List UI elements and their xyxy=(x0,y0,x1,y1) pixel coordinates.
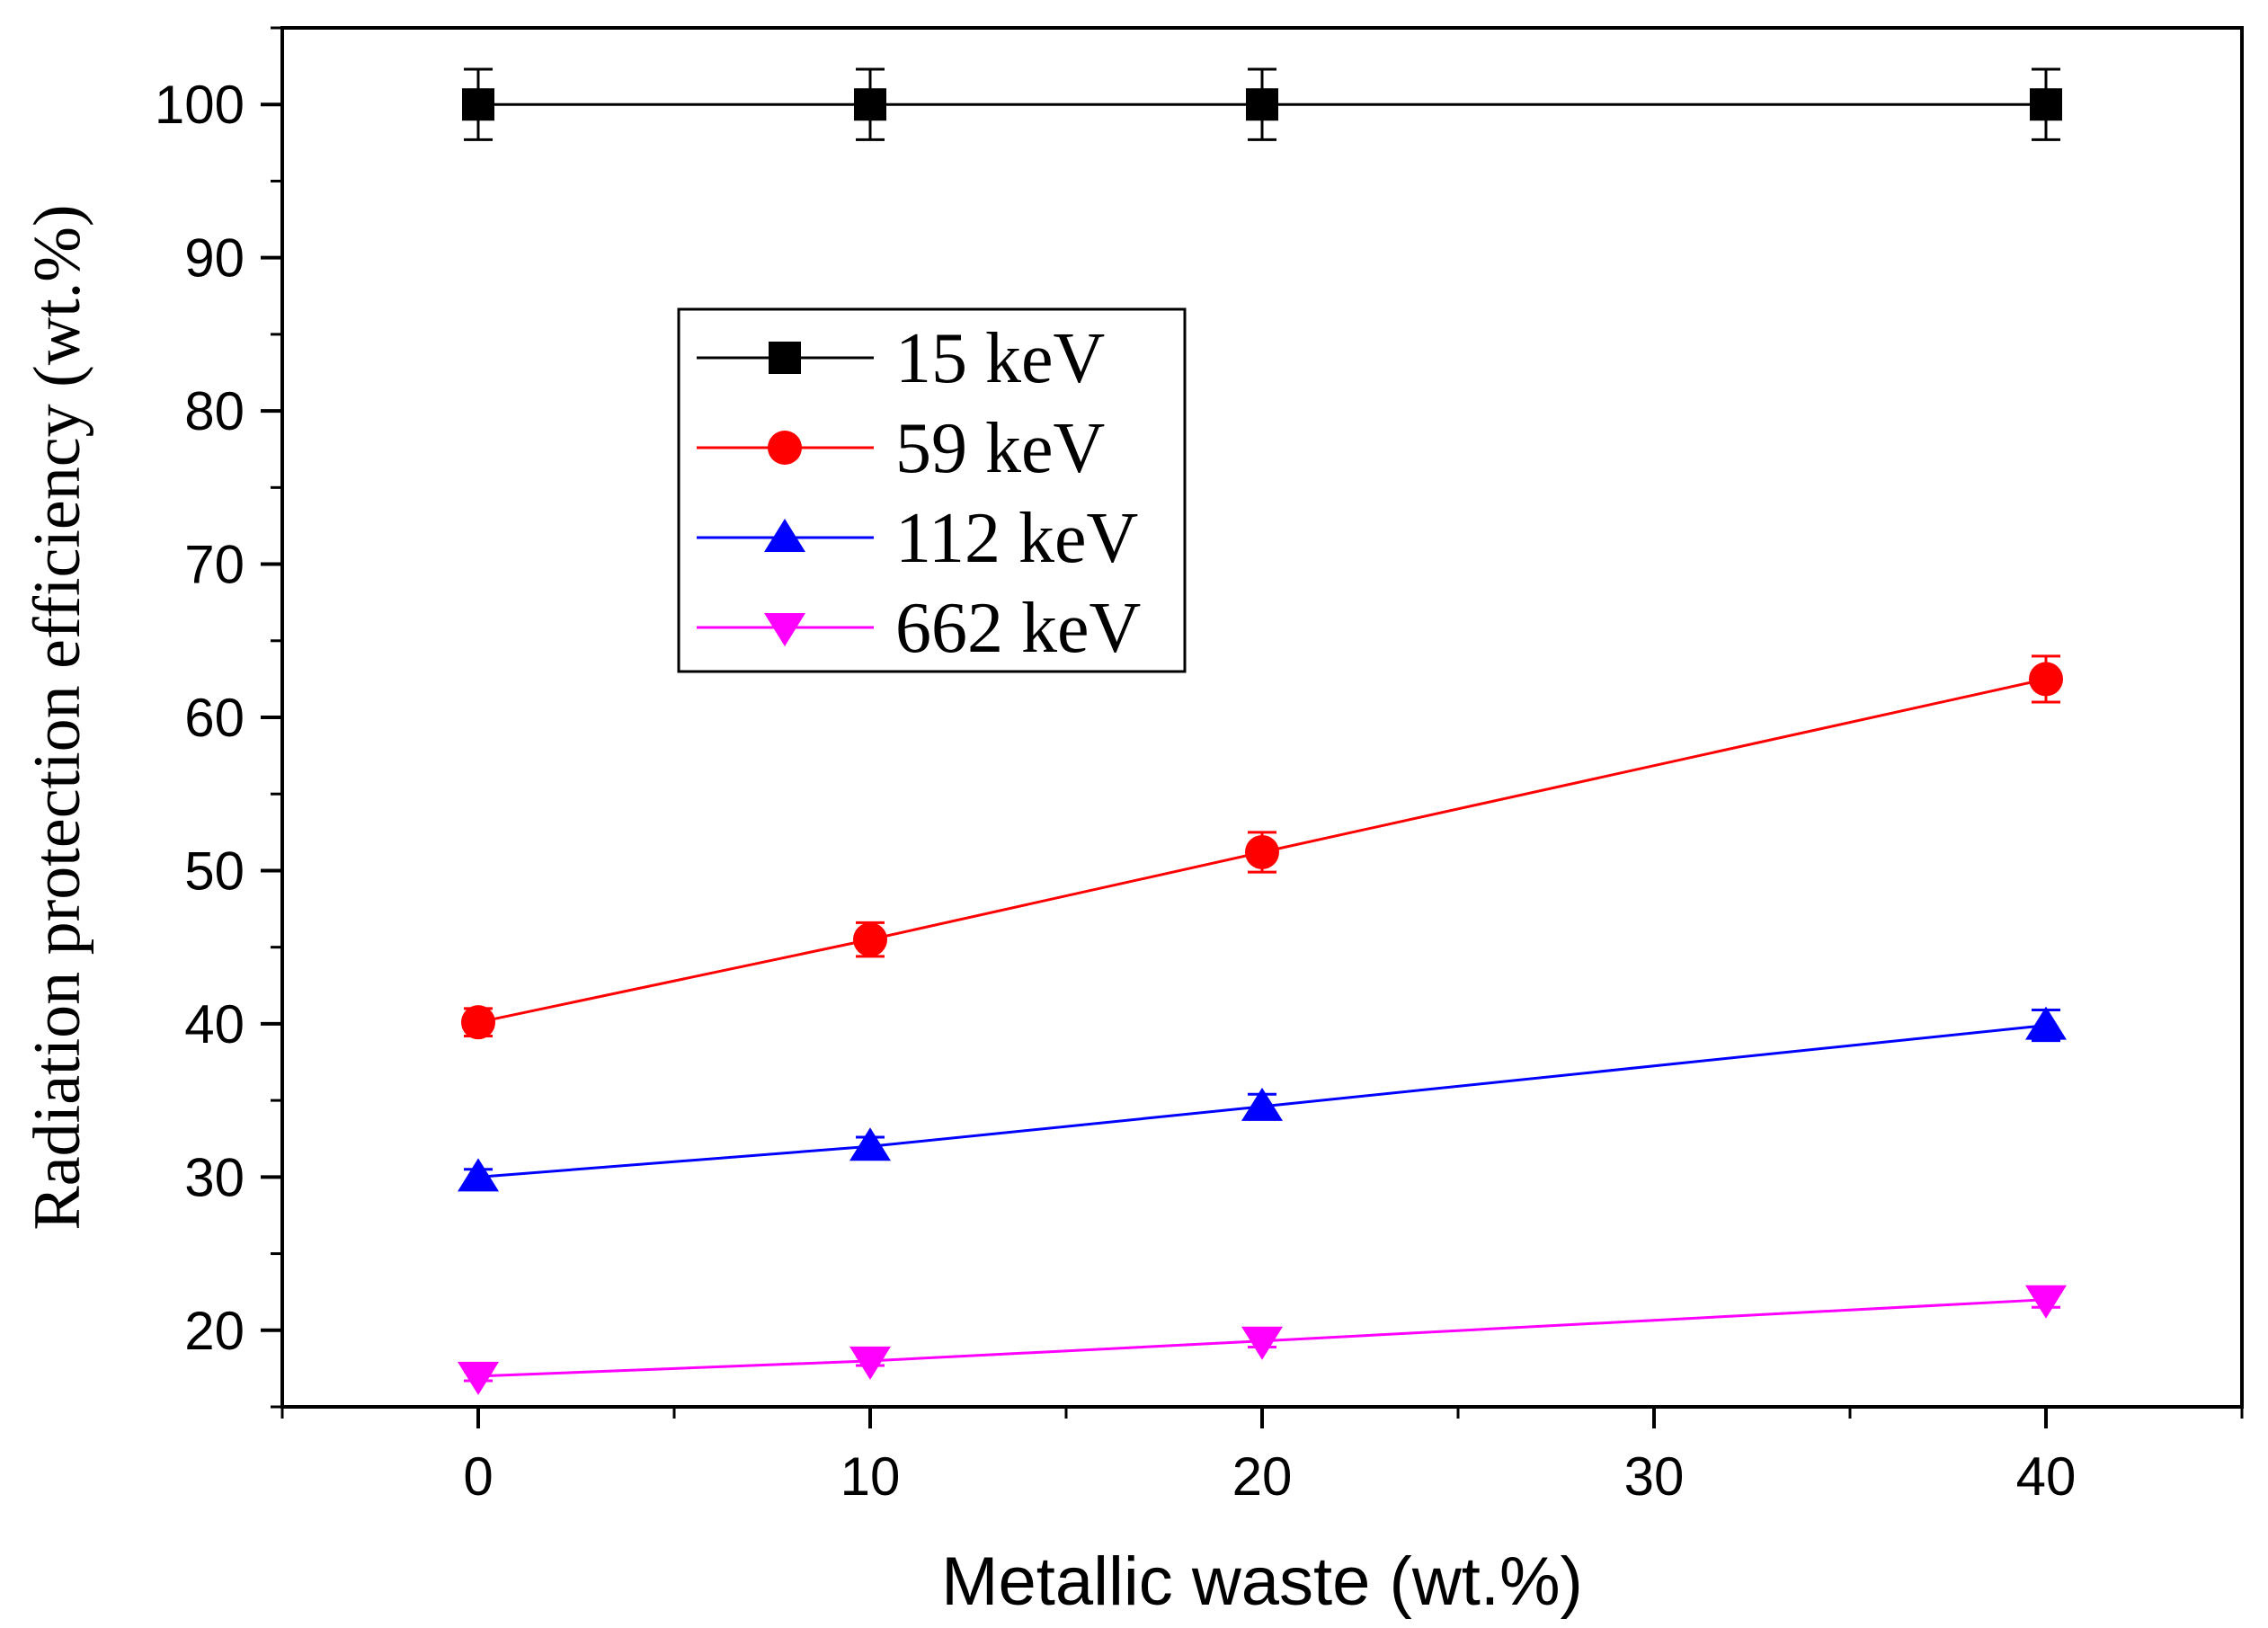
y-tick-label: 30 xyxy=(184,1147,245,1207)
series-112-kev xyxy=(458,1006,2067,1192)
legend-marker xyxy=(764,519,805,552)
data-point xyxy=(458,1158,499,1192)
x-tick-label: 40 xyxy=(2016,1446,2077,1507)
y-tick-label: 60 xyxy=(184,688,245,748)
y-tick-label: 70 xyxy=(184,535,245,595)
legend-item: 662 keV xyxy=(697,589,1141,668)
legend-label: 112 keV xyxy=(895,499,1138,578)
data-point xyxy=(849,1346,891,1380)
legend-marker xyxy=(768,431,802,465)
legend-marker xyxy=(769,342,801,374)
data-point xyxy=(461,1005,495,1040)
y-tick-label: 90 xyxy=(184,228,245,289)
y-tick-label: 20 xyxy=(184,1301,245,1361)
x-axis-ticks: 0 10 20 30 40 xyxy=(280,1407,2244,1507)
data-point xyxy=(854,88,886,121)
y-tick-label: 100 xyxy=(155,75,245,135)
x-tick-label: 20 xyxy=(1232,1446,1293,1507)
data-point xyxy=(1245,834,1279,869)
legend-box xyxy=(677,307,1187,673)
series-line xyxy=(477,677,2047,1024)
series-662-kev xyxy=(458,1285,2067,1395)
series-59-kev xyxy=(461,654,2063,1040)
data-point xyxy=(2025,1006,2067,1040)
data-point xyxy=(2025,1285,2067,1319)
y-axis-ticks: 20 30 40 50 60 70 80 90 100 xyxy=(155,26,282,1409)
legend-item: 112 keV xyxy=(697,499,1138,578)
series-line xyxy=(477,1298,2047,1378)
y-axis-title: Radiation protection efficiency (wt.%) xyxy=(21,204,94,1230)
y-tick-label: 80 xyxy=(184,381,245,441)
data-point xyxy=(1241,1326,1283,1360)
data-point xyxy=(853,922,887,957)
legend: 15 keV 59 keV 112 keV 662 keV xyxy=(677,307,1187,673)
legend-item: 15 keV xyxy=(697,319,1105,398)
data-point xyxy=(1246,88,1278,121)
series-line xyxy=(477,1024,2047,1179)
x-tick-label: 30 xyxy=(1624,1446,1685,1507)
legend-label: 662 keV xyxy=(895,589,1141,668)
data-point xyxy=(2029,662,2063,697)
x-axis-title: Metallic waste (wt.%) xyxy=(941,1543,1583,1620)
y-tick-label: 40 xyxy=(184,994,245,1054)
legend-marker xyxy=(764,613,805,646)
y-tick-label: 50 xyxy=(184,841,245,901)
x-tick-label: 0 xyxy=(463,1446,493,1507)
data-series xyxy=(458,67,2067,1395)
legend-item: 59 keV xyxy=(697,409,1105,488)
legend-label: 59 keV xyxy=(895,409,1105,488)
legend-items: 15 keV 59 keV 112 keV 662 keV xyxy=(697,319,1141,668)
data-point xyxy=(849,1127,891,1161)
data-point xyxy=(2030,88,2062,121)
data-point xyxy=(1241,1087,1283,1121)
series-15-kev xyxy=(462,67,2062,141)
legend-label: 15 keV xyxy=(895,319,1105,398)
data-point xyxy=(462,88,494,121)
x-tick-label: 10 xyxy=(840,1446,901,1507)
data-point xyxy=(458,1361,499,1395)
